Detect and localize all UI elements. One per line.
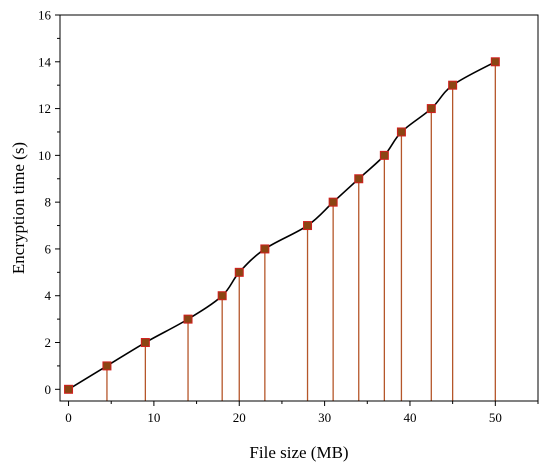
data-point [379,150,389,160]
y-axis-ticks: 0 2 4 6 8 10 12 14 16 [38,8,60,397]
x-tick-label: 20 [233,410,246,425]
y-tick-label: 2 [45,335,52,350]
x-axis-ticks: 0 10 20 30 40 50 [65,401,539,425]
y-tick-label: 0 [45,382,52,397]
data-point [183,314,193,324]
data-point [217,291,227,301]
x-tick-label: 0 [65,410,72,425]
data-point [426,104,436,114]
x-axis-title: File size (MB) [249,443,348,462]
data-point [260,244,270,254]
y-tick-label: 12 [38,101,51,116]
data-point [64,384,74,394]
y-tick-label: 14 [38,54,52,69]
data-point [140,338,150,348]
x-tick-label: 40 [403,410,416,425]
data-point [303,221,313,231]
x-tick-label: 50 [489,410,502,425]
y-tick-label: 8 [45,195,52,210]
data-point [396,127,406,137]
y-axis-title: Encryption time (s) [9,142,28,274]
y-tick-label: 16 [38,8,52,23]
x-tick-label: 10 [147,410,160,425]
data-point [448,80,458,90]
y-tick-label: 4 [45,288,52,303]
y-tick-label: 6 [45,241,52,256]
data-point [328,197,338,207]
data-point [490,57,500,67]
plot-frame [59,14,539,402]
data-markers [64,57,500,394]
data-point [354,174,364,184]
data-point [102,361,112,371]
x-tick-label: 30 [318,410,331,425]
y-tick-label: 10 [38,148,51,163]
drop-lines [106,61,496,401]
data-point [234,267,244,277]
